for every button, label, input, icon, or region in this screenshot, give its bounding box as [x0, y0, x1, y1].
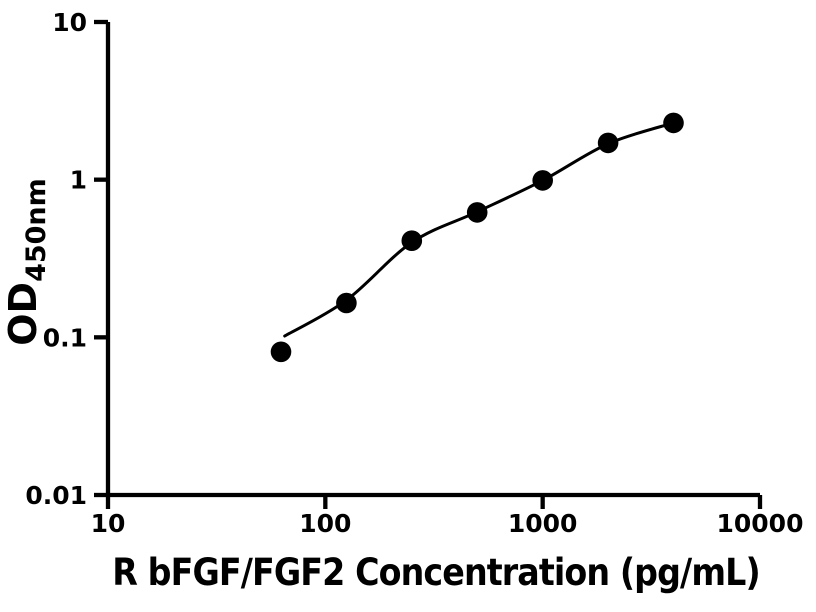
x-axis-title: R bFGF/FGF2 Concentration (pg/mL): [112, 551, 760, 594]
data-point-marker: [401, 230, 423, 251]
data-point-marker: [466, 202, 488, 223]
y-tick-label: 1: [70, 166, 87, 195]
axis-spine: [105, 22, 760, 498]
data-point-marker: [597, 132, 619, 154]
x-tick-label: 100: [299, 509, 351, 538]
data-point-marker: [532, 170, 553, 191]
y-tick-label: 0.01: [25, 481, 87, 510]
x-tick-label: 10000: [717, 509, 804, 538]
data-point-marker: [336, 292, 357, 314]
x-tick-label: 10: [91, 509, 126, 538]
y-axis-label-main: OD: [1, 281, 46, 346]
x-tick-label: 1000: [508, 509, 578, 538]
y-axis-label-subscript: 450nm: [20, 178, 52, 282]
data-point-marker: [663, 112, 684, 134]
y-tick-label: 10: [52, 8, 87, 37]
y-tick-label: 0.1: [43, 323, 87, 352]
data-point-marker: [270, 341, 292, 363]
y-axis-label: OD450nm: [1, 178, 52, 346]
